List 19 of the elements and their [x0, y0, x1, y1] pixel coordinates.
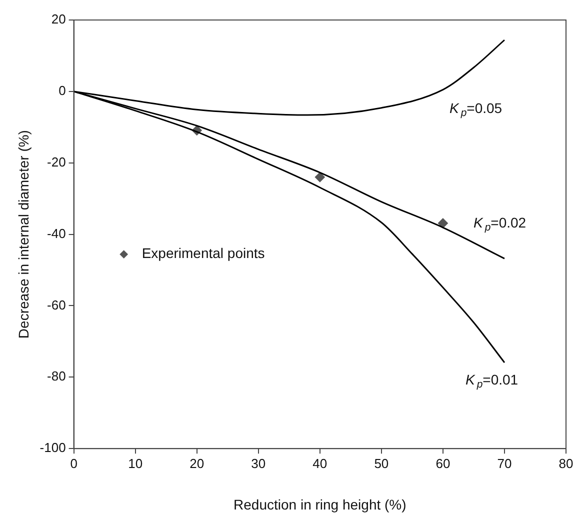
x-tick-label: 0	[70, 456, 78, 471]
y-axis-title: Decrease in internal diameter (%)	[15, 130, 32, 339]
x-tick-label: 80	[558, 456, 574, 471]
x-tick-label: 50	[374, 456, 389, 471]
x-tick-label: 10	[128, 456, 143, 471]
y-tick-label: 20	[51, 12, 66, 27]
y-tick-label: -60	[47, 297, 66, 312]
y-tick-label: -20	[47, 154, 66, 170]
y-tick-label: -80	[47, 368, 66, 384]
x-tick-label: 60	[436, 456, 450, 471]
x-tick-label: 70	[497, 456, 512, 471]
x-tick-label: 40	[312, 456, 328, 471]
legend-label: Experimental points	[142, 245, 265, 262]
x-tick-label: 30	[251, 456, 266, 471]
y-tick-label: -100	[40, 440, 66, 456]
y-tick-label: 0	[58, 83, 66, 98]
x-tick-label: 20	[190, 456, 204, 471]
x-axis-title: Reduction in ring height (%)	[234, 496, 406, 512]
y-tick-label: -40	[47, 226, 66, 241]
